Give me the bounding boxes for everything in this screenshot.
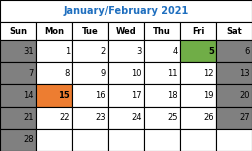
Text: Tue: Tue [82,26,98,35]
Text: 15: 15 [58,91,70,100]
Text: 5: 5 [208,47,214,56]
Bar [72,84,108,107]
Bar [180,40,216,62]
Bar [0,22,36,40]
Bar [144,22,180,40]
Text: 2: 2 [101,47,106,56]
Bar [144,129,180,151]
Bar [144,62,180,84]
Text: 1: 1 [65,47,70,56]
Bar [216,62,252,84]
Bar [144,107,180,129]
Text: 26: 26 [203,113,214,122]
Bar [36,40,72,62]
Bar [36,129,72,151]
Text: Mon: Mon [44,26,64,35]
Bar [0,0,252,22]
Bar [144,40,180,62]
Bar [216,129,252,151]
Text: 23: 23 [95,113,106,122]
Bar [36,84,72,107]
Text: 24: 24 [132,113,142,122]
Bar [108,129,144,151]
Text: 22: 22 [59,113,70,122]
Text: 19: 19 [204,91,214,100]
Bar [144,84,180,107]
Bar [180,129,216,151]
Bar [72,22,108,40]
Text: 11: 11 [168,69,178,78]
Bar [180,107,216,129]
Bar [72,129,108,151]
Text: 20: 20 [239,91,250,100]
Text: 13: 13 [239,69,250,78]
Text: 6: 6 [245,47,250,56]
Text: Sun: Sun [9,26,27,35]
Bar [0,40,36,62]
Text: 8: 8 [65,69,70,78]
Bar [36,22,72,40]
Bar [0,62,36,84]
Bar [108,84,144,107]
Text: 25: 25 [168,113,178,122]
Text: January/February 2021: January/February 2021 [63,6,189,16]
Text: 7: 7 [29,69,34,78]
Text: 10: 10 [132,69,142,78]
Bar [0,84,36,107]
Text: Sat: Sat [226,26,242,35]
Bar [0,107,36,129]
Bar [216,107,252,129]
Text: 28: 28 [23,135,34,144]
Text: 4: 4 [173,47,178,56]
Text: 9: 9 [101,69,106,78]
Text: 12: 12 [204,69,214,78]
Bar [180,84,216,107]
Text: 18: 18 [167,91,178,100]
Text: Fri: Fri [192,26,204,35]
Text: 14: 14 [23,91,34,100]
Bar [216,40,252,62]
Text: 3: 3 [137,47,142,56]
Bar [216,84,252,107]
Bar [108,107,144,129]
Text: 27: 27 [239,113,250,122]
Bar [72,40,108,62]
Bar [180,62,216,84]
Bar [36,107,72,129]
Text: Wed: Wed [116,26,136,35]
Bar [72,107,108,129]
Bar [72,62,108,84]
Bar [36,62,72,84]
Bar [108,22,144,40]
Text: 16: 16 [95,91,106,100]
Text: Thu: Thu [153,26,171,35]
Bar [108,40,144,62]
Text: 31: 31 [23,47,34,56]
Bar [180,22,216,40]
Bar [0,129,36,151]
Bar [216,22,252,40]
Text: 17: 17 [131,91,142,100]
Bar [108,62,144,84]
Text: 21: 21 [23,113,34,122]
